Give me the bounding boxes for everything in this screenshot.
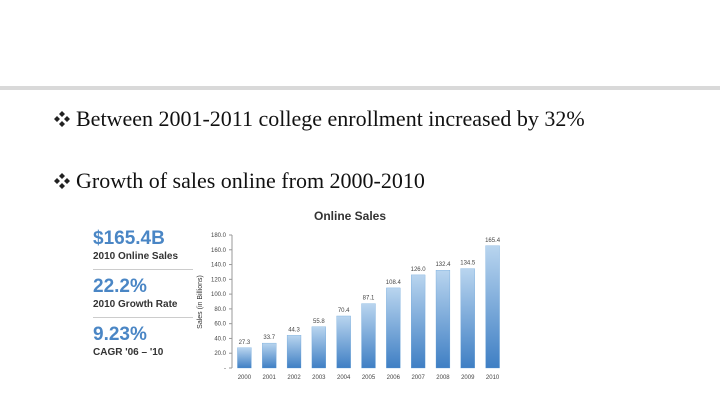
x-tick-label: 2004 xyxy=(337,375,351,381)
y-tick-label: - xyxy=(224,366,226,372)
y-tick-label: 100.0 xyxy=(211,292,227,298)
x-tick-label: 2007 xyxy=(411,375,425,381)
bar xyxy=(336,315,351,369)
data-label: 165.4 xyxy=(485,238,501,244)
bullet: Growth of sales online from 2000-2010 xyxy=(54,165,641,196)
x-tick-label: 2005 xyxy=(362,375,376,381)
data-label: 126.0 xyxy=(411,267,427,273)
y-tick-label: 120.0 xyxy=(211,277,227,283)
data-label: 108.4 xyxy=(386,280,402,286)
data-label: 87.1 xyxy=(363,296,375,302)
stat-label: 2010 Growth Rate xyxy=(93,299,178,310)
bar xyxy=(286,335,302,369)
data-label: 55.8 xyxy=(313,319,325,325)
chart-title: Online Sales xyxy=(314,209,386,223)
stat-value: 22.2% xyxy=(93,276,147,297)
data-label: 132.4 xyxy=(435,262,451,268)
bullet-icon xyxy=(54,111,70,127)
y-tick-label: 80.0 xyxy=(214,307,226,313)
data-label: 44.3 xyxy=(288,327,300,333)
bar xyxy=(262,342,277,369)
bullet-icon xyxy=(54,173,70,189)
y-tick-label: 60.0 xyxy=(214,322,226,328)
bullet: Between 2001-2011 college enrollment inc… xyxy=(54,103,641,134)
header-rule xyxy=(0,86,720,90)
data-label: 33.7 xyxy=(263,335,275,341)
y-tick-label: 20.0 xyxy=(214,351,226,357)
y-axis-label: Sales (in Billions) xyxy=(197,275,204,329)
data-label: 27.3 xyxy=(239,340,251,346)
bar xyxy=(460,268,475,369)
separator xyxy=(93,317,193,318)
stat-label: CAGR '06 – '10 xyxy=(93,347,164,358)
bar xyxy=(386,287,401,369)
data-label: 70.4 xyxy=(338,308,350,314)
bullet-text: Between 2001-2011 college enrollment inc… xyxy=(76,106,585,131)
bar xyxy=(485,245,500,369)
data-label: 134.5 xyxy=(460,261,476,267)
stats-panel: $165.4B 2010 Online Sales 22.2% 2010 Gro… xyxy=(93,228,193,360)
y-tick-label: 160.0 xyxy=(211,248,227,254)
x-tick-label: 2001 xyxy=(263,375,277,381)
separator xyxy=(93,269,193,270)
x-tick-label: 2002 xyxy=(287,375,301,381)
stat-value: 9.23% xyxy=(93,324,147,345)
x-tick-label: 2008 xyxy=(436,375,450,381)
bar xyxy=(361,303,376,369)
y-tick-label: 180.0 xyxy=(211,233,227,239)
bar xyxy=(411,274,426,369)
bullet-text: Growth of sales online from 2000-2010 xyxy=(76,168,425,193)
bar xyxy=(435,270,451,369)
x-tick-label: 2000 xyxy=(238,375,252,381)
bar xyxy=(311,326,326,369)
stat-value: $165.4B xyxy=(93,228,165,249)
y-tick-label: 140.0 xyxy=(211,263,227,269)
x-tick-label: 2003 xyxy=(312,375,326,381)
bar xyxy=(237,347,252,369)
chart: Online Sales Sales (in Billions) - 20.0 40… xyxy=(197,209,501,381)
stat-label: 2010 Online Sales xyxy=(93,251,179,262)
y-tick-label: 40.0 xyxy=(214,336,226,342)
x-tick-label: 2009 xyxy=(461,375,475,381)
x-tick-label: 2010 xyxy=(486,375,500,381)
x-tick-label: 2006 xyxy=(387,375,401,381)
